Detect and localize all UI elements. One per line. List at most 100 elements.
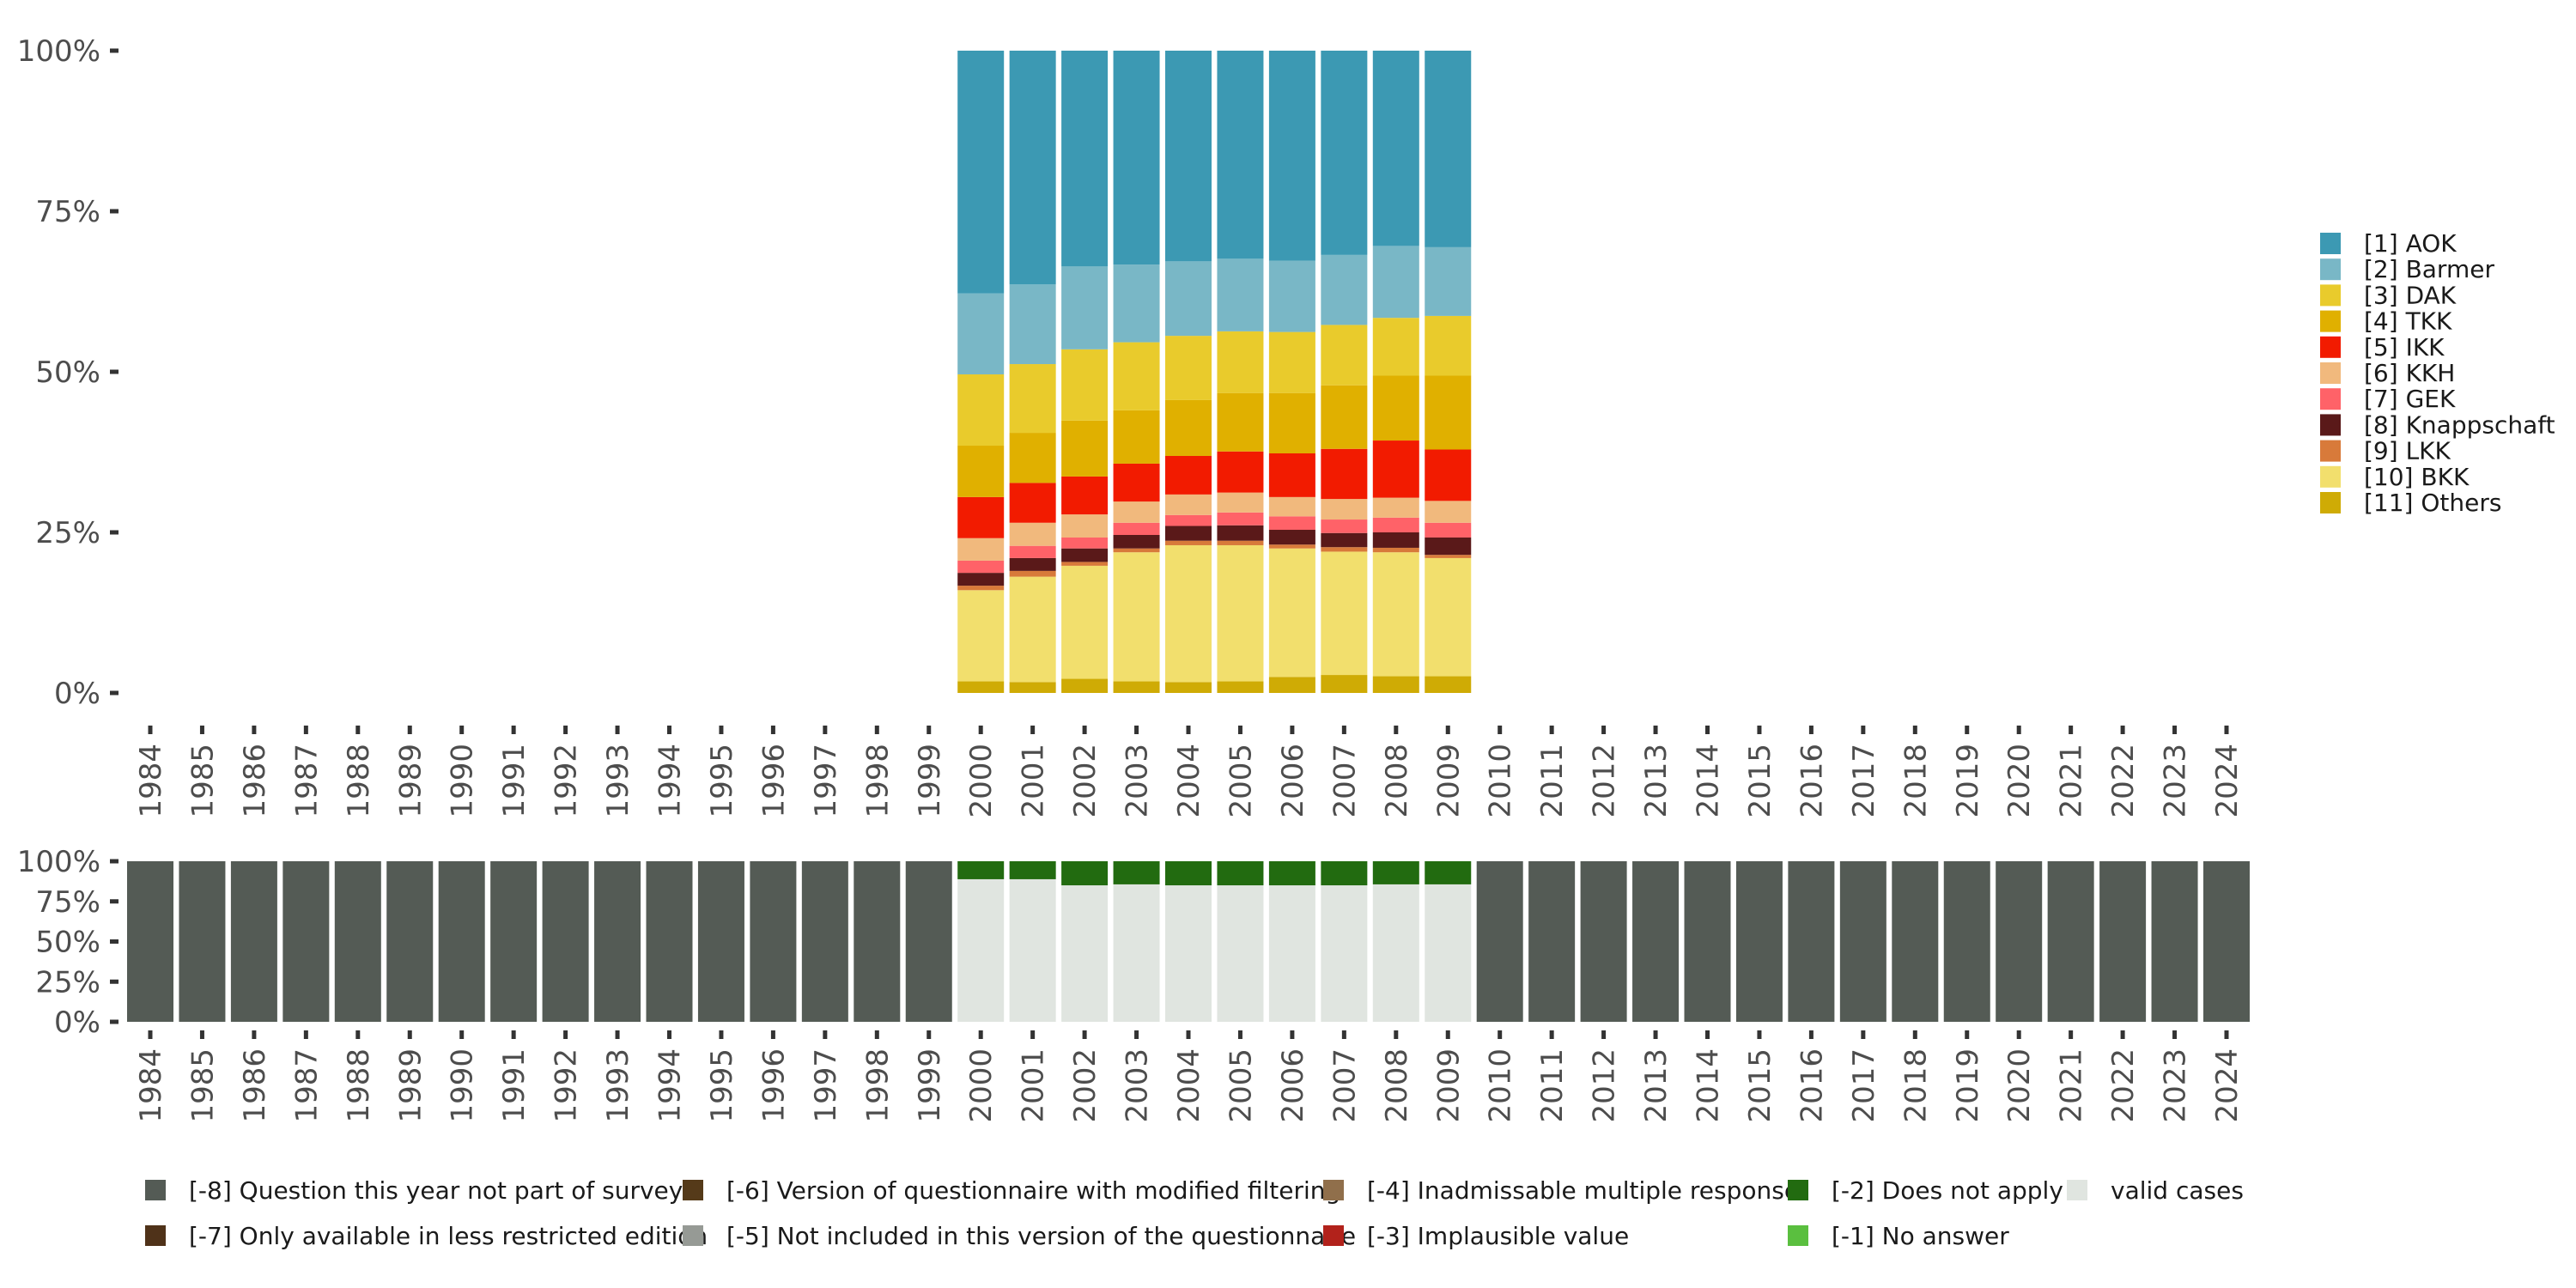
missing-values-x-tick-label: 2019: [1951, 1048, 1985, 1123]
bar-segment-2006-6-kkh: [1268, 496, 1315, 517]
legend-label: [-3] Implausible value: [1367, 1222, 1629, 1250]
distribution-x-tick-mark: [1341, 726, 1346, 734]
missing-values-x-tick-label: 1994: [653, 1048, 688, 1123]
distribution-x-tick-mark: [2172, 726, 2178, 734]
distribution-x-tick-label: 1989: [393, 744, 428, 818]
legend-label: [2] Barmer: [2364, 255, 2494, 283]
distribution-x-tick-label: 2006: [1276, 744, 1310, 818]
legend-label: valid cases: [2111, 1176, 2244, 1205]
missing-bar-segment-2008-valid-cases: [1372, 884, 1419, 1022]
distribution-legend: [1] AOK[2] Barmer[3] DAK[4] TKK[5] IKK[6…: [2320, 229, 2555, 517]
distribution-x-tick-mark: [1808, 726, 1814, 734]
bar-segment-2001-8-knappschaft: [1009, 557, 1056, 571]
bar-segment-2007-9-lkk: [1321, 547, 1368, 552]
distribution-x-tick-mark: [1237, 726, 1242, 734]
bar-segment-2006-11-others: [1268, 677, 1315, 693]
distribution-x-tick-label: 1999: [913, 744, 947, 818]
missing-bar-segment-2004-valid-cases: [1165, 885, 1212, 1022]
distribution-x-tick-label: 2014: [1692, 744, 1726, 818]
distribution-x-tick-mark: [1912, 726, 1917, 734]
legend-swatch: [1788, 1180, 1808, 1200]
missing-values-x-tick-label: 2024: [2210, 1048, 2245, 1123]
distribution-x-tick-mark: [252, 726, 257, 734]
distribution-x-tick-label: 1986: [238, 744, 272, 818]
bar-segment-2009-7-gek: [1425, 522, 1472, 538]
missing-bar-segment-2005-valid-cases: [1217, 885, 1264, 1022]
missing-values-x-tick-mark: [1861, 1030, 1866, 1039]
distribution-x-tick-mark: [199, 726, 204, 734]
missing-bar-segment-2013-8-question-this-year-not-part-of-survey: [1632, 861, 1680, 1022]
missing-values-x-tick-label: 1995: [705, 1048, 739, 1123]
bar-segment-2009-5-ikk: [1425, 449, 1472, 501]
missing-bar-segment-1996-8-question-this-year-not-part-of-survey: [750, 861, 797, 1022]
distribution-x-tick-mark: [1861, 726, 1866, 734]
bar-segment-2008-11-others: [1372, 676, 1419, 693]
legend-swatch: [2320, 362, 2341, 384]
missing-values-x-tick-label: 2010: [1484, 1048, 1518, 1123]
distribution-x-axis: 1984 1985 1986 1987 1988 1989 1990 1991 1992 1993…: [134, 726, 2245, 818]
missing-values-x-tick-label: 1987: [289, 1048, 324, 1123]
distribution-x-tick-mark: [2120, 726, 2125, 734]
missing-bar-segment-2010-8-question-this-year-not-part-of-survey: [1476, 861, 1523, 1022]
missing-values-y-tick-mark: [110, 1019, 118, 1024]
bar-segment-2005-6-kkh: [1217, 492, 1264, 513]
missing-bar-segment-2003-2-does-not-apply: [1113, 861, 1160, 884]
distribution-x-tick-mark: [874, 726, 879, 734]
bar-segment-2000-8-knappschaft: [957, 573, 1005, 586]
legend-label: [7] GEK: [2364, 385, 2456, 413]
bar-segment-2008-2-barmer: [1372, 246, 1419, 319]
distribution-x-tick-label: 2008: [1380, 744, 1414, 818]
legend-swatch: [1323, 1225, 1344, 1246]
missing-bar-segment-2000-valid-cases: [957, 878, 1005, 1022]
bar-segment-2000-5-ikk: [957, 496, 1005, 538]
bar-segment-2007-2-barmer: [1321, 254, 1368, 325]
missing-bar-segment-2016-8-question-this-year-not-part-of-survey: [1788, 861, 1835, 1022]
bar-segment-2008-8-knappschaft: [1372, 532, 1419, 548]
legend-label: [8] Knappschaft: [2364, 410, 2555, 439]
distribution-x-tick-label: 1994: [653, 744, 688, 818]
missing-bar-segment-2001-2-does-not-apply: [1009, 861, 1056, 879]
missing-values-x-tick-mark: [719, 1030, 724, 1039]
bar-segment-2005-7-gek: [1217, 512, 1264, 526]
missing-values-x-tick-label: 2016: [1795, 1048, 1829, 1123]
missing-bar-segment-2002-valid-cases: [1061, 885, 1109, 1022]
missing-bar-segment-2015-8-question-this-year-not-part-of-survey: [1735, 861, 1783, 1022]
missing-values-x-tick-mark: [1653, 1030, 1658, 1039]
missing-values-x-tick-label: 1985: [185, 1048, 220, 1123]
missing-values-x-tick-mark: [1757, 1030, 1762, 1039]
missing-bar-segment-2008-2-does-not-apply: [1372, 861, 1419, 884]
distribution-x-tick-label: 2003: [1121, 744, 1155, 818]
missing-values-x-tick-label: 1991: [497, 1048, 532, 1123]
bar-segment-2004-11-others: [1165, 682, 1212, 693]
missing-values-x-tick-label: 2005: [1224, 1048, 1258, 1123]
distribution-x-tick-label: 2016: [1795, 744, 1829, 818]
distribution-x-tick-mark: [1082, 726, 1087, 734]
bar-segment-2004-9-lkk: [1165, 540, 1212, 545]
distribution-x-tick-label: 2023: [2159, 744, 2193, 818]
bar-segment-2003-7-gek: [1113, 522, 1160, 535]
missing-bar-segment-2001-valid-cases: [1009, 878, 1056, 1022]
missing-values-x-tick-mark: [1186, 1030, 1191, 1039]
legend-label: [-5] Not included in this version of the…: [726, 1222, 1356, 1250]
missing-bar-segment-2024-8-question-this-year-not-part-of-survey: [2203, 861, 2250, 1022]
bar-segment-2003-4-tkk: [1113, 410, 1160, 464]
missing-bar-segment-1993-8-question-this-year-not-part-of-survey: [594, 861, 641, 1022]
bar-segment-2009-1-aok: [1425, 51, 1472, 247]
missing-values-x-tick-label: 1984: [134, 1048, 168, 1123]
missing-bar-segment-1989-8-question-this-year-not-part-of-survey: [386, 861, 434, 1022]
missing-bar-segment-2017-8-question-this-year-not-part-of-survey: [1839, 861, 1886, 1022]
distribution-y-tick-mark: [110, 690, 118, 696]
distribution-x-tick-mark: [1030, 726, 1036, 734]
bar-segment-2002-4-tkk: [1061, 420, 1109, 477]
bar-segment-2002-7-gek: [1061, 537, 1109, 549]
distribution-x-tick-mark: [2016, 726, 2021, 734]
missing-values-x-tick-label: 1997: [809, 1048, 843, 1123]
missing-bar-segment-2020-8-question-this-year-not-part-of-survey: [1996, 861, 2043, 1022]
missing-bar-segment-1990-8-question-this-year-not-part-of-survey: [438, 861, 485, 1022]
missing-values-x-tick-mark: [2120, 1030, 2125, 1039]
legend-swatch: [2320, 258, 2341, 281]
missing-bar-segment-2005-2-does-not-apply: [1217, 861, 1264, 886]
bar-segment-2004-6-kkh: [1165, 494, 1212, 515]
missing-bar-segment-1986-8-question-this-year-not-part-of-survey: [230, 861, 277, 1022]
legend-label: [10] BKK: [2364, 463, 2470, 491]
